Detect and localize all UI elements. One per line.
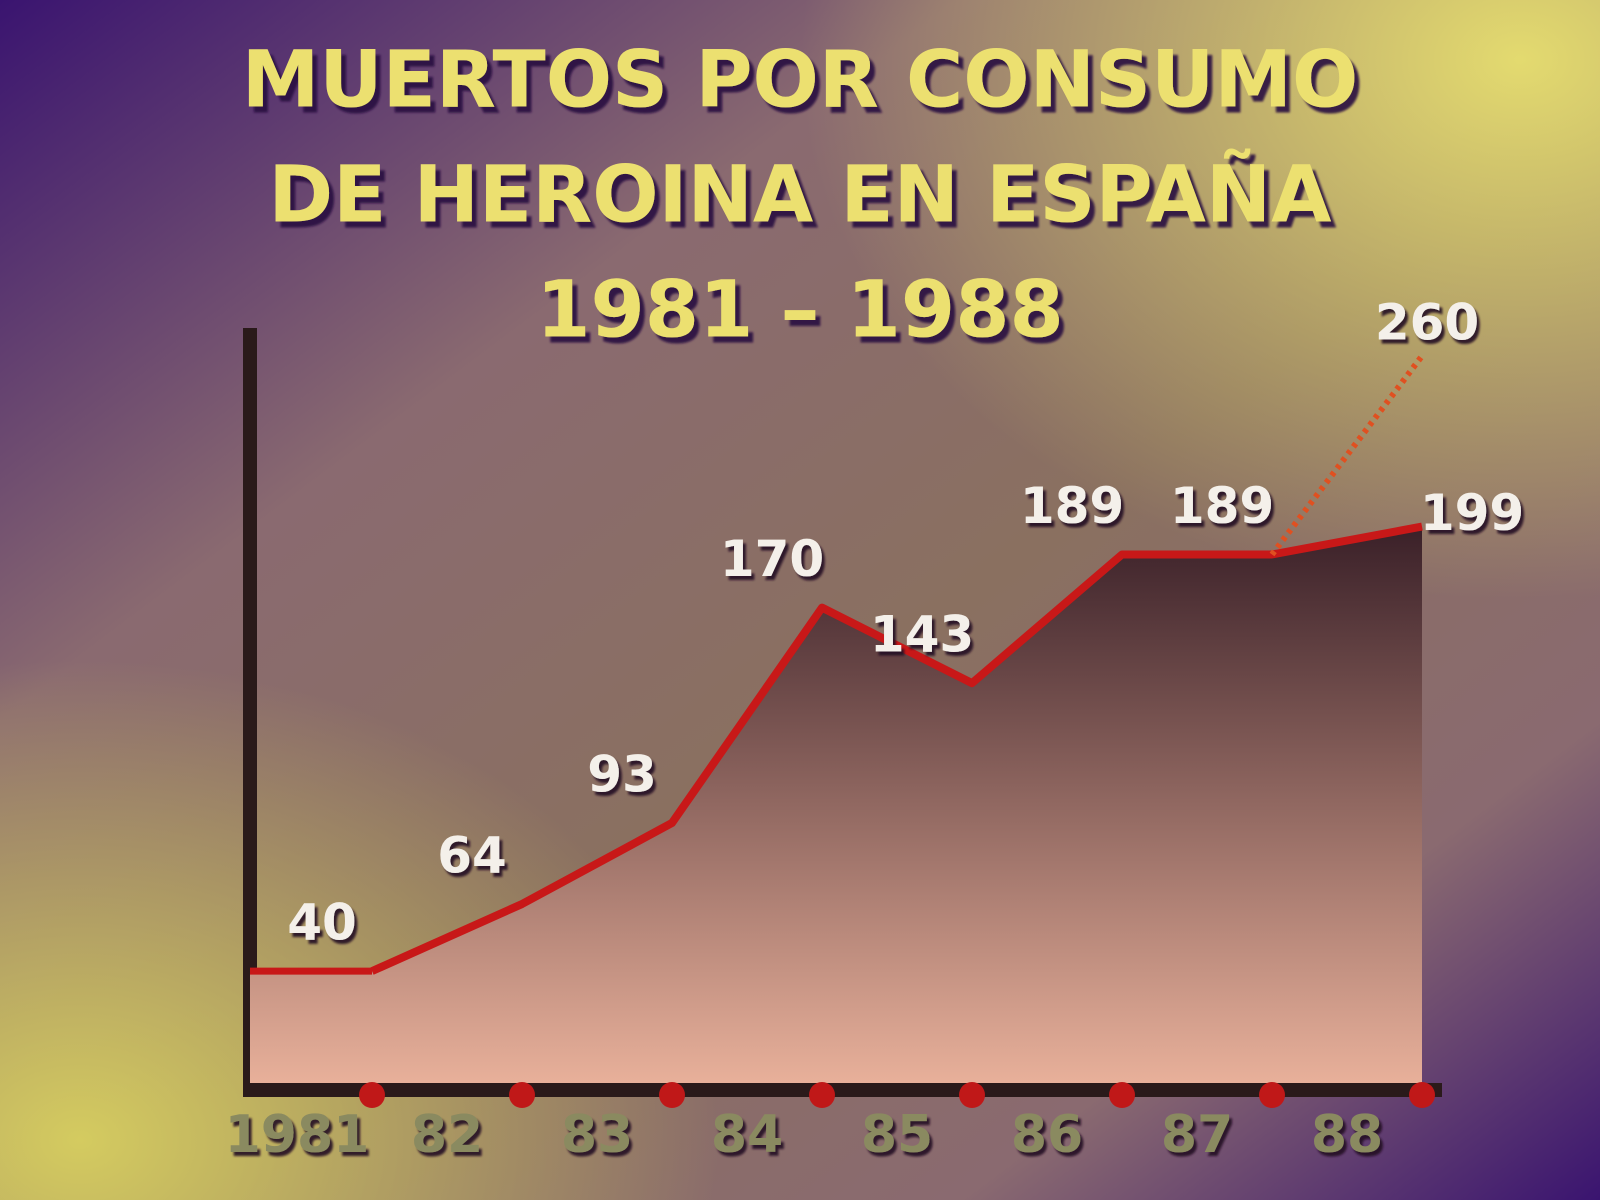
chart-title: DE HEROINA EN ESPAÑA — [268, 148, 1331, 240]
title-group: MUERTOS POR CONSUMO DE HEROINA EN ESPAÑA… — [242, 35, 1359, 355]
value-label: 40 — [287, 894, 357, 952]
x-tick-dot — [1109, 1082, 1135, 1108]
x-tick-dot — [1259, 1082, 1285, 1108]
value-label: 189 — [1020, 477, 1124, 535]
value-labels: 40 64 93 170 143 189 189 199 260 — [287, 293, 1524, 951]
x-tick-labels: 1981 82 83 84 85 86 87 88 — [225, 1105, 1384, 1165]
x-tick-label: 1981 — [225, 1105, 370, 1165]
x-tick-dot — [359, 1082, 385, 1108]
value-label: 93 — [587, 745, 657, 803]
x-tick-dot — [959, 1082, 985, 1108]
projection-line — [1269, 354, 1425, 557]
x-tick-label: 85 — [861, 1105, 933, 1165]
x-tick-label: 84 — [711, 1105, 783, 1165]
value-label: 260 — [1375, 293, 1479, 351]
x-tick-label: 86 — [1011, 1105, 1083, 1165]
value-label: 189 — [1170, 477, 1274, 535]
value-label: 143 — [870, 606, 974, 664]
x-tick-label: 87 — [1161, 1105, 1233, 1165]
chart-title: MUERTOS POR CONSUMO — [242, 35, 1359, 125]
value-label: 64 — [437, 827, 507, 885]
value-label: 199 — [1420, 484, 1524, 542]
x-tick-dot — [509, 1082, 535, 1108]
x-tick-dot — [1409, 1082, 1435, 1108]
x-tick-label: 88 — [1311, 1105, 1383, 1165]
x-tick-label: 82 — [411, 1105, 483, 1165]
value-label: 170 — [720, 530, 824, 588]
x-tick-label: 83 — [561, 1105, 633, 1165]
area-fill — [250, 526, 1422, 1083]
x-tick-dot — [659, 1082, 685, 1108]
data-line — [370, 522, 1423, 975]
chart-title: 1981 – 1988 — [536, 265, 1064, 355]
x-tick-dot — [809, 1082, 835, 1108]
